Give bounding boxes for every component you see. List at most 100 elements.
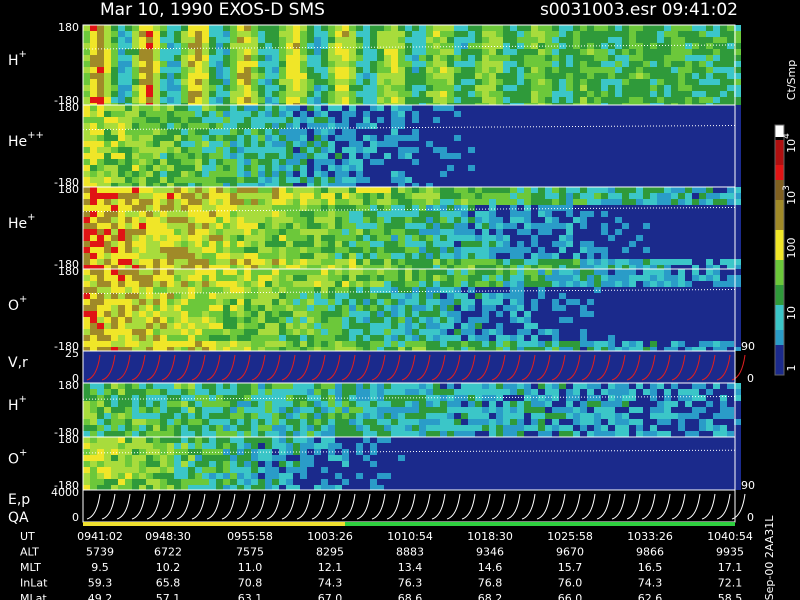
spectrogram-cell xyxy=(300,153,307,159)
spectrogram-cell xyxy=(426,123,433,129)
spectrogram-cell xyxy=(608,241,615,247)
spectrogram-cell xyxy=(601,117,608,123)
spectrogram-cell xyxy=(664,247,671,253)
spectrogram-cell xyxy=(608,235,615,241)
spectrogram-cell xyxy=(426,79,433,85)
spectrogram-cell xyxy=(433,91,440,97)
spectrogram-cell xyxy=(489,317,496,323)
spectrogram-cell xyxy=(300,205,307,211)
spectrogram-cell xyxy=(440,165,447,171)
spectrogram-cell xyxy=(307,105,314,111)
spectrogram-cell xyxy=(209,299,216,305)
spectrogram-cell xyxy=(650,193,657,199)
spectrogram-cell xyxy=(629,103,636,105)
spectrogram-cell xyxy=(328,171,335,177)
spectrogram-cell xyxy=(636,31,643,37)
spectrogram-cell xyxy=(419,247,426,253)
spectrogram-cell xyxy=(692,105,699,111)
spectrogram-cell xyxy=(657,253,664,259)
spectrogram-cell xyxy=(244,183,251,187)
spectrogram-cell xyxy=(244,129,251,135)
spectrogram-cell xyxy=(237,235,244,241)
spectrogram-cell xyxy=(244,217,251,223)
spectrogram-cell xyxy=(335,259,342,265)
spectrogram-cell xyxy=(97,97,104,103)
spectrogram-cell xyxy=(300,305,307,311)
spectrogram-cell xyxy=(643,61,650,67)
spectrogram-cell xyxy=(111,103,118,105)
spectrogram-cell xyxy=(237,241,244,247)
spectrogram-cell xyxy=(496,275,503,281)
spectrogram-cell xyxy=(566,323,573,329)
spectrogram-cell xyxy=(433,141,440,147)
spectrogram-cell xyxy=(482,147,489,153)
spectrogram-cell xyxy=(181,341,188,347)
spectrogram-cell xyxy=(587,25,594,31)
spectrogram-cell xyxy=(622,85,629,91)
spectrogram-cell xyxy=(258,129,265,135)
spectrogram-cell xyxy=(328,193,335,199)
spectrogram-cell xyxy=(356,79,363,85)
spectrogram-cell xyxy=(538,177,545,183)
spectrogram-cell xyxy=(125,61,132,67)
spectrogram-cell xyxy=(447,165,454,171)
spectrogram-cell xyxy=(461,287,468,293)
spectrogram-cell xyxy=(454,135,461,141)
spectrogram-cell xyxy=(524,193,531,199)
spectrogram-cell xyxy=(300,105,307,111)
spectrogram-cell xyxy=(412,123,419,129)
spectrogram-cell xyxy=(118,305,125,311)
spectrogram-cell xyxy=(650,211,657,217)
spectrogram-cell xyxy=(272,199,279,205)
spectrogram-cell xyxy=(713,247,720,253)
spectrogram-cell xyxy=(118,165,125,171)
spectrogram-cell xyxy=(181,103,188,105)
spectrogram-cell xyxy=(258,341,265,347)
spectrogram-cell xyxy=(622,241,629,247)
spectrogram-cell xyxy=(286,347,293,351)
spectrogram-cell xyxy=(517,275,524,281)
spectrogram-cell xyxy=(510,229,517,235)
spectrogram-cell xyxy=(503,269,510,275)
spectrogram-cell xyxy=(643,265,650,269)
spectrogram-cell xyxy=(244,105,251,111)
spectrogram-cell xyxy=(370,165,377,171)
spectrogram-cell xyxy=(146,193,153,199)
spectrogram-cell xyxy=(160,105,167,111)
spectrogram-cell xyxy=(664,171,671,177)
spectrogram-cell xyxy=(468,299,475,305)
spectrogram-cell xyxy=(412,49,419,55)
spectrogram-cell xyxy=(489,153,496,159)
spectrogram-cell xyxy=(412,31,419,37)
spectrogram-cell xyxy=(482,323,489,329)
spectrogram-cell xyxy=(482,97,489,103)
spectrogram-cell xyxy=(167,287,174,293)
spectrogram-cell xyxy=(335,293,342,299)
spectrogram-cell xyxy=(265,37,272,43)
spectrogram-cell xyxy=(454,117,461,123)
spectrogram-cell xyxy=(195,141,202,147)
spectrogram-cell xyxy=(188,341,195,347)
spectrogram-cell xyxy=(293,117,300,123)
spectrogram-cell xyxy=(433,193,440,199)
spectrogram-cell xyxy=(650,159,657,165)
spectrogram-cell xyxy=(174,317,181,323)
spectrogram-cell xyxy=(230,129,237,135)
spectrogram-cell xyxy=(580,79,587,85)
spectrogram-cell xyxy=(265,205,272,211)
spectrogram-cell xyxy=(720,259,727,265)
spectrogram-cell xyxy=(461,117,468,123)
spectrogram-cell xyxy=(272,317,279,323)
spectrogram-cell xyxy=(489,205,496,211)
spectrogram-cell xyxy=(97,335,104,341)
spectrogram-cell xyxy=(265,79,272,85)
spectrogram-cell xyxy=(622,67,629,73)
spectrogram-cell xyxy=(461,229,468,235)
spectrogram-cell xyxy=(447,335,454,341)
spectrogram-cell xyxy=(223,31,230,37)
spectrogram-cell xyxy=(230,229,237,235)
spectrogram-cell xyxy=(510,335,517,341)
spectrogram-cell xyxy=(167,183,174,187)
spectrogram-cell xyxy=(118,269,125,275)
spectrogram-cell xyxy=(566,299,573,305)
